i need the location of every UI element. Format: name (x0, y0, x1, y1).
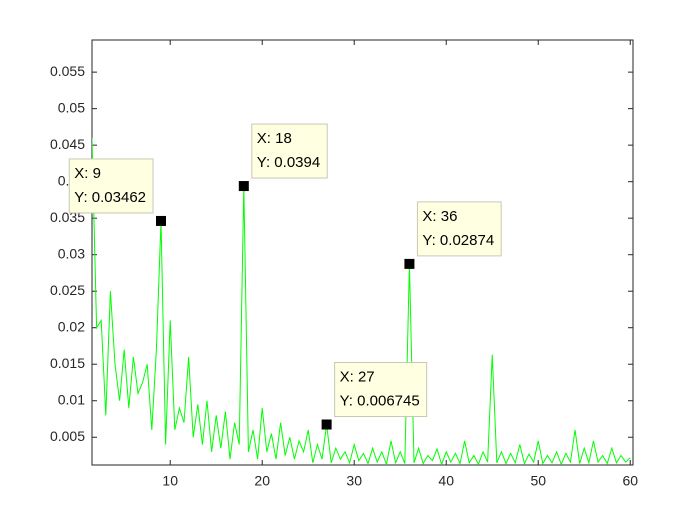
datatip-x: X: 36 (422, 208, 457, 225)
datatip-x: X: 27 (340, 368, 375, 385)
y-tick-label: 0.045 (50, 136, 85, 152)
datatip-marker (156, 215, 167, 226)
datatip-y: Y: 0.006745 (340, 392, 420, 409)
y-tick-label: 0.005 (50, 428, 85, 444)
x-tick-label: 50 (530, 473, 546, 489)
datatip: X: 27 Y: 0.006745 (334, 362, 428, 418)
datatip-y: Y: 0.0394 (257, 154, 320, 171)
x-tick-label: 60 (622, 473, 638, 489)
datatip-x: X: 9 (74, 165, 101, 182)
datatip-y: Y: 0.02874 (422, 232, 494, 249)
x-tick-label: 40 (438, 473, 454, 489)
y-tick-label: 0.015 (50, 355, 85, 371)
datatip-marker (321, 419, 332, 430)
y-tick-label: 0.02 (58, 318, 85, 334)
datatip-box (251, 123, 328, 179)
data-line (92, 137, 631, 465)
y-tick-label: 0.025 (50, 282, 85, 298)
x-tick-label: 20 (254, 473, 270, 489)
datatip-x: X: 18 (257, 130, 292, 147)
y-tick-label: 0.03 (58, 245, 85, 261)
datatip-marker (404, 258, 415, 269)
x-tick-label: 10 (162, 473, 178, 489)
datatip: X: 18 Y: 0.0394 (251, 123, 328, 179)
datatip-y: Y: 0.03462 (74, 189, 146, 206)
y-tick-label: 0.055 (50, 63, 85, 79)
datatip: X: 9 Y: 0.03462 (68, 158, 154, 214)
y-tick-label: 0.05 (58, 99, 85, 115)
datatip-box (416, 201, 502, 257)
datatip-marker (238, 181, 249, 192)
y-tick-label: 0.01 (58, 391, 85, 407)
datatip: X: 36 Y: 0.02874 (416, 201, 502, 257)
x-tick-label: 30 (346, 473, 362, 489)
datatip-box (334, 362, 428, 418)
datatip-box (68, 158, 154, 214)
